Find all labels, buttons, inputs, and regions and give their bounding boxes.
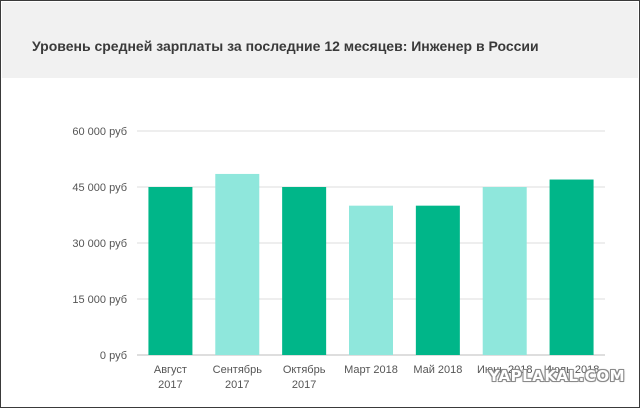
bar [415, 205, 460, 355]
x-tick-label: Сентябрь 2017 [213, 364, 263, 391]
y-tick-label: 60 000 руб [72, 126, 127, 138]
bar [282, 187, 327, 355]
bar [215, 173, 260, 355]
x-tick-label: Август 2017 [154, 364, 187, 391]
y-tick-label: 15 000 руб [72, 294, 127, 306]
y-tick-label: 0 руб [100, 350, 127, 362]
x-tick-label: Июль 2018 [544, 364, 600, 376]
bar [482, 187, 527, 355]
x-tick-label: Март 2018 [344, 364, 398, 376]
bar [549, 179, 594, 355]
x-tick-label: Май 2018 [413, 364, 462, 376]
watermark-logo: YAPLAKAL.COM [488, 367, 625, 385]
chart-title: Уровень средней зарплаты за последние 12… [32, 38, 539, 54]
y-tick-label: 45 000 руб [72, 182, 127, 194]
bar [148, 187, 193, 355]
y-tick-label: 30 000 руб [72, 238, 127, 250]
x-tick-label: Октябрь 2017 [283, 364, 326, 391]
chart-header: Уровень средней зарплаты за последние 12… [2, 2, 638, 78]
bar [349, 205, 393, 355]
x-tick-label: Июнь 2018 [477, 364, 533, 376]
